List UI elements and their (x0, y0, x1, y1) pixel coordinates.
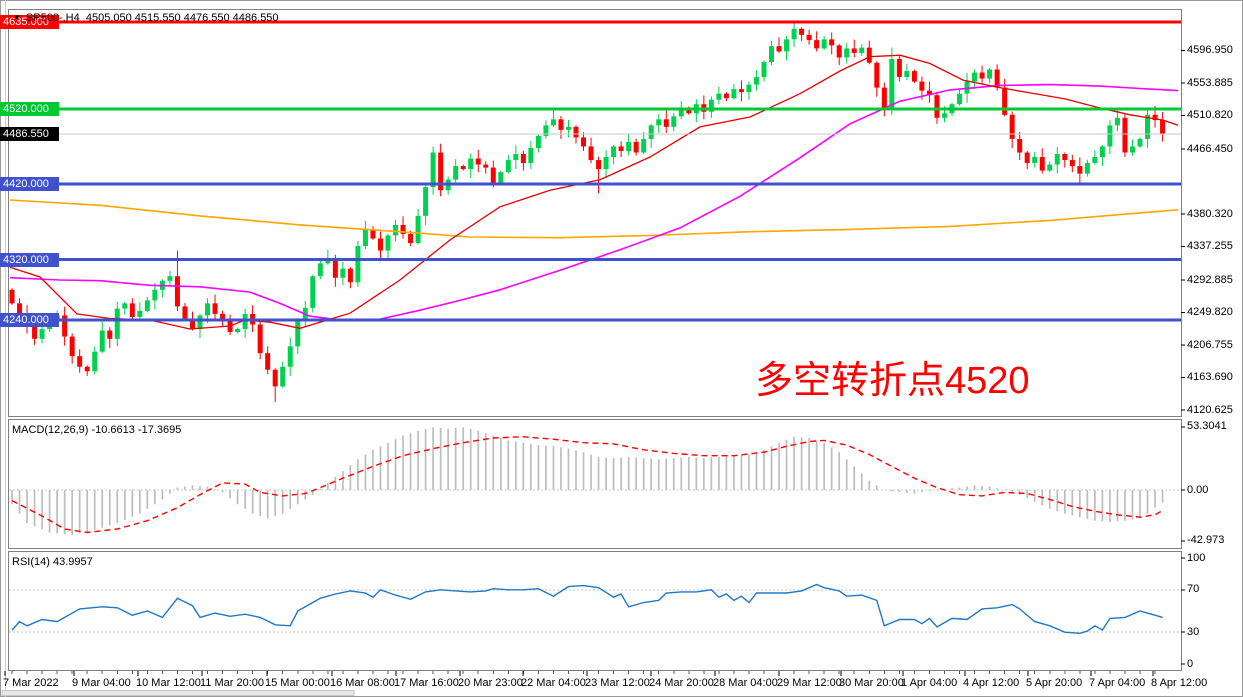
macd-indicator-label: MACD(12,26,9) -10.6613 -17.3695 (12, 424, 182, 436)
annotation-text: 多空转折点4520 (755, 360, 1030, 402)
ohlc-values: 4505.050 4515.550 4476.550 4486.550 (85, 12, 279, 24)
rsi-indicator-label: RSI(14) 43.9957 (12, 556, 93, 568)
symbol-period-label: SP500-,H4 (25, 12, 80, 24)
macd-histogram-layer (11, 427, 1164, 535)
candles-layer (9, 23, 1166, 403)
symbol-dropdown-icon[interactable]: ▼ (13, 13, 21, 22)
chart-title-overlay: ▼ SP500-,H4 4505.050 4515.550 4476.550 44… (13, 12, 279, 24)
